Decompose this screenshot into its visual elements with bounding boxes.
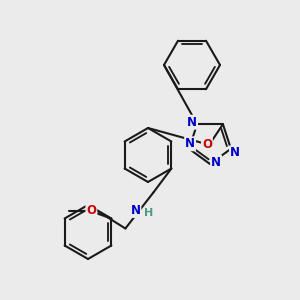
Text: H: H [144, 208, 153, 218]
Text: N: N [187, 116, 197, 129]
Text: O: O [202, 138, 212, 151]
Text: N: N [130, 204, 140, 217]
Text: N: N [230, 146, 240, 159]
Text: N: N [185, 137, 195, 150]
Text: N: N [211, 155, 221, 169]
Text: O: O [86, 204, 96, 217]
